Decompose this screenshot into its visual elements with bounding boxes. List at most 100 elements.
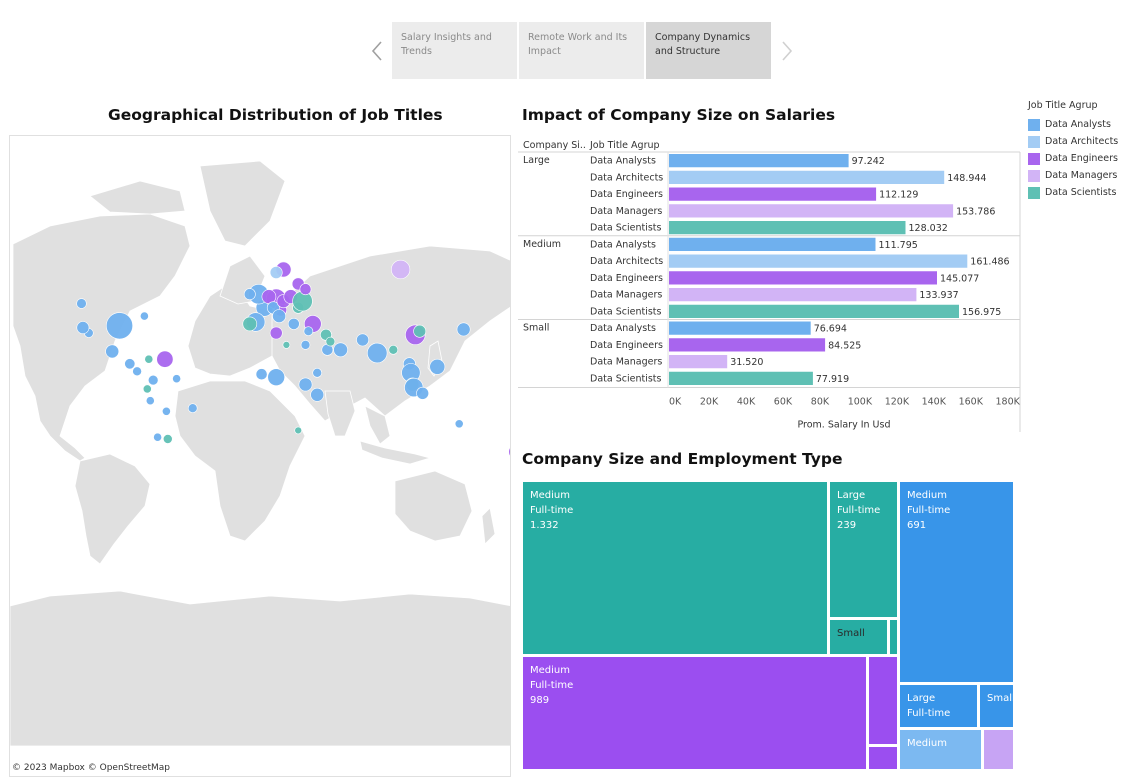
treemap-tile-data-scientists-large[interactable]: Large Full-time 239 [830, 482, 900, 620]
map-point-data-scientists[interactable] [242, 316, 258, 332]
map-point-data-scientists[interactable] [163, 434, 173, 444]
story-point-label: Remote Work and Its Impact [528, 32, 628, 57]
bar-medium-data-analysts[interactable] [669, 237, 876, 251]
map-point-data-analysts[interactable] [255, 368, 268, 381]
map-point-data-analysts[interactable] [312, 368, 323, 378]
story-point-remote-work[interactable]: Remote Work and Its Impact [519, 22, 644, 79]
bar-value-label: 84.525 [828, 340, 861, 351]
treemap-tile-data-managers[interactable] [984, 730, 1016, 772]
map-point-data-analysts[interactable] [267, 368, 286, 386]
map-point-data-analysts[interactable] [124, 358, 136, 370]
bar-value-label: 31.520 [730, 357, 763, 368]
map-point-data-architects[interactable] [269, 266, 283, 279]
bar-large-data-managers[interactable] [669, 204, 954, 218]
treemap-tile-data-engineers[interactable] [869, 657, 900, 747]
map-point-data-analysts[interactable] [429, 358, 446, 375]
next-story-point-arrow-icon[interactable] [776, 39, 796, 63]
bar-small-data-engineers[interactable] [669, 338, 826, 352]
treemap-title: Company Size and Employment Type [522, 450, 843, 468]
story-point-salary-insights[interactable]: Salary Insights and Trends [392, 22, 517, 79]
map-point-data-analysts[interactable] [153, 432, 162, 442]
map-point-data-scientists[interactable] [413, 324, 427, 338]
world-map[interactable]: © 2023 Mapbox © OpenStreetMap [9, 135, 511, 777]
map-point-data-analysts[interactable] [300, 340, 311, 350]
treemap-tile-data-engineers[interactable] [869, 747, 900, 772]
map-point-data-scientists[interactable] [144, 354, 154, 364]
map-point-data-analysts[interactable] [356, 333, 369, 347]
map-point-data-engineers[interactable] [299, 283, 312, 296]
map-point-data-analysts[interactable] [76, 298, 87, 309]
treemap-tile-data-scientists-medium[interactable]: Medium Full-time 1.332 [523, 482, 830, 657]
world-map-canvas[interactable] [10, 136, 511, 777]
map-point-data-scientists[interactable] [325, 336, 336, 347]
group-label-large: Large [523, 155, 550, 166]
legend-item-data-scientists[interactable]: Data Scientists [1028, 184, 1131, 201]
map-point-data-analysts[interactable] [148, 374, 159, 386]
map-point-data-analysts[interactable] [105, 344, 120, 359]
map-point-data-engineers[interactable] [269, 326, 283, 340]
map-point-data-analysts[interactable] [243, 288, 256, 301]
map-point-data-analysts[interactable] [106, 312, 134, 340]
map-attribution[interactable]: © 2023 Mapbox © OpenStreetMap [12, 763, 170, 773]
row-label-data-scientists: Data Scientists [590, 223, 662, 234]
bar-medium-data-managers[interactable] [669, 288, 917, 302]
row-label-data-engineers: Data Engineers [590, 273, 663, 284]
map-point-data-scientists[interactable] [294, 426, 303, 435]
map-point-data-analysts[interactable] [287, 317, 300, 330]
bar-small-data-scientists[interactable] [669, 371, 813, 385]
bar-medium-data-scientists[interactable] [669, 304, 959, 318]
treemap-tile-data-analysts-small[interactable]: Small [980, 685, 1016, 730]
canada-arctic-shape [89, 180, 186, 215]
treemap-tile-data-architects-medium[interactable]: Medium [900, 730, 984, 772]
treemap-tile-label: Medium Full-time 989 [530, 665, 574, 706]
map-point-data-scientists[interactable] [142, 384, 152, 394]
legend-label: Data Managers [1045, 170, 1118, 181]
treemap-tile-data-scientists[interactable] [890, 620, 900, 657]
map-point-data-analysts[interactable] [172, 374, 181, 384]
bar-large-data-scientists[interactable] [669, 221, 906, 235]
bar-small-data-managers[interactable] [669, 355, 728, 369]
bar-medium-data-architects[interactable] [669, 254, 968, 268]
map-point-data-analysts[interactable] [76, 321, 90, 334]
map-point-data-managers[interactable] [391, 259, 411, 280]
map-point-data-analysts[interactable] [187, 403, 198, 414]
x-tick-label: 180K [996, 397, 1021, 408]
map-point-data-analysts[interactable] [333, 342, 348, 358]
story-point-company-dynamics[interactable]: Company Dynamics and Structure [646, 22, 771, 79]
map-point-data-analysts[interactable] [145, 396, 155, 406]
legend-item-data-managers[interactable]: Data Managers [1028, 167, 1131, 184]
map-point-data-analysts[interactable] [416, 386, 429, 400]
treemap-tile-data-engineers-medium[interactable]: Medium Full-time 989 [523, 657, 869, 772]
x-tick-label: 60K [774, 397, 793, 408]
map-point-data-engineers[interactable] [508, 444, 511, 459]
map-point-data-analysts[interactable] [454, 419, 464, 429]
legend-item-data-analysts[interactable]: Data Analysts [1028, 116, 1131, 133]
map-point-data-analysts[interactable] [367, 342, 388, 364]
map-point-data-analysts[interactable] [272, 309, 286, 323]
map-point-data-scientists[interactable] [282, 341, 291, 349]
treemap-tile-data-scientists-small[interactable]: Small [830, 620, 890, 657]
map-point-data-analysts[interactable] [456, 322, 471, 337]
map-point-data-analysts[interactable] [161, 406, 171, 416]
legend: Job Title Agrup Data Analysts Data Archi… [1028, 100, 1131, 201]
bar-small-data-analysts[interactable] [669, 321, 811, 335]
bar-large-data-architects[interactable] [669, 170, 945, 184]
bar-chart-title: Impact of Company Size on Salaries [522, 106, 836, 124]
map-point-data-scientists[interactable] [388, 345, 399, 355]
map-point-data-analysts[interactable] [298, 377, 313, 392]
map-point-data-engineers[interactable] [156, 350, 174, 368]
previous-story-point-arrow-icon[interactable] [368, 39, 388, 63]
bar-medium-data-engineers[interactable] [669, 271, 937, 285]
treemap-tile-data-analysts-medium[interactable]: Medium Full-time 691 [900, 482, 1016, 685]
legend-item-data-engineers[interactable]: Data Engineers [1028, 150, 1131, 167]
legend-item-data-architects[interactable]: Data Architects [1028, 133, 1131, 150]
column-header-job-title: Job Title Agrup [589, 140, 660, 151]
bar-large-data-engineers[interactable] [669, 187, 877, 201]
map-point-data-analysts[interactable] [132, 366, 142, 377]
map-point-data-analysts[interactable] [303, 326, 314, 336]
legend-swatch [1028, 186, 1040, 199]
treemap-tile-data-analysts-large[interactable]: Large Full-time [900, 685, 980, 730]
bar-large-data-analysts[interactable] [669, 154, 849, 168]
map-point-data-analysts[interactable] [139, 311, 149, 321]
map-point-data-analysts[interactable] [310, 387, 325, 402]
